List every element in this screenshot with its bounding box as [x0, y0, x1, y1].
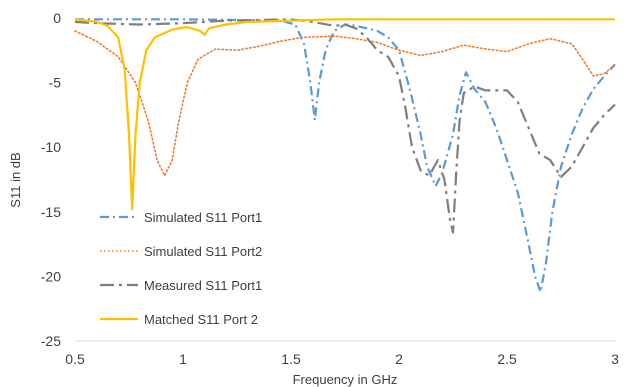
y-tick-label: 0 [53, 10, 61, 26]
series-lines [74, 18, 616, 293]
x-tick-label: 1.5 [281, 351, 301, 367]
series-line-3 [74, 18, 616, 234]
x-tick-label: 2 [395, 351, 403, 367]
legend-label: Simulated S11 Port2 [144, 244, 262, 259]
y-axis-title: S11 in dB [8, 152, 23, 207]
x-axis-title: Frequency in GHz [293, 372, 398, 387]
axes: 0.5 1 1.5 2 2.5 3 0 -5 -10 -15 -20 -25 [41, 10, 619, 367]
x-tick-label: 3 [611, 351, 619, 367]
y-tick-label: -5 [49, 75, 62, 91]
y-tick-label: -10 [41, 139, 61, 155]
y-tick-label: -25 [41, 333, 61, 349]
y-tick-label: -20 [41, 268, 61, 284]
legend-label: Measured S11 Port1 [144, 278, 262, 293]
legend-label: Simulated S11 Port1 [144, 210, 262, 225]
x-tick-label: 0.5 [65, 351, 85, 367]
legend: Simulated S11 Port1 Simulated S11 Port2 Me… [100, 210, 262, 327]
legend-label: Matched S11 Port 2 [144, 312, 258, 327]
x-tick-label: 1 [179, 351, 187, 367]
series-line-1 [75, 18, 616, 293]
series-line-2 [74, 30, 616, 177]
x-tick-label: 2.5 [497, 351, 517, 367]
series-line-4 [74, 18, 615, 211]
y-tick-label: -15 [41, 204, 61, 220]
